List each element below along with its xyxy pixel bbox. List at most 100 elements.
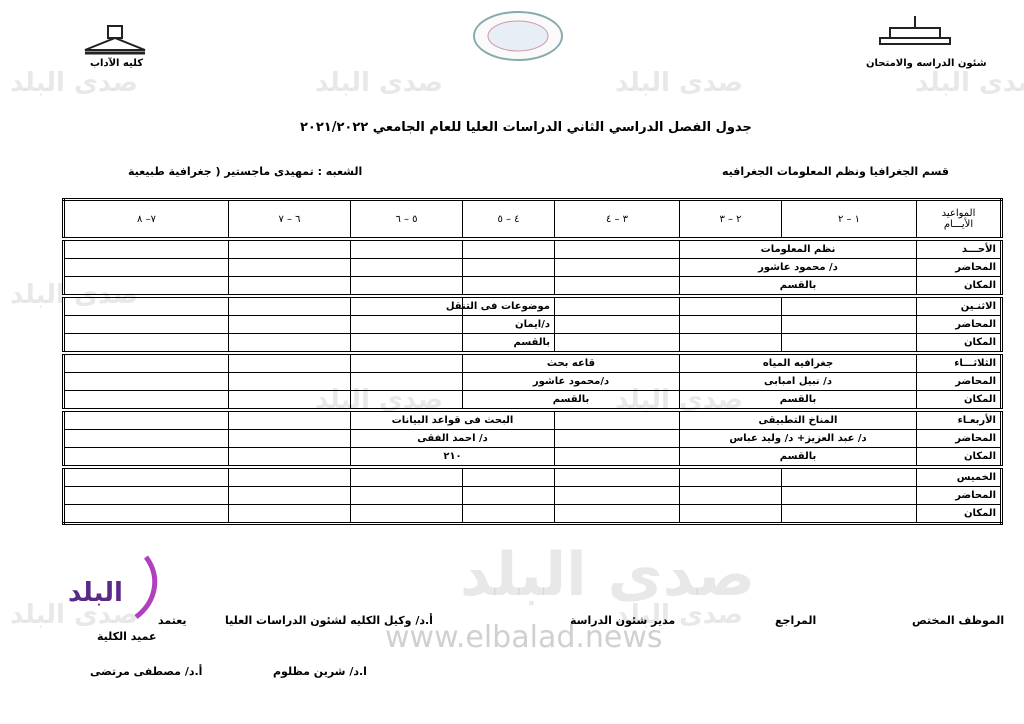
empty-cell	[781, 504, 917, 524]
row-label: المحاضر	[916, 429, 1002, 448]
day-row: المكان بالقسم	[63, 276, 1002, 297]
schedule-cell: المناخ التطبيقى	[679, 409, 917, 430]
empty-cell	[63, 447, 229, 468]
empty-cell	[554, 238, 680, 259]
empty-cell	[350, 372, 463, 391]
faculty-logo	[84, 25, 146, 55]
day-row: الثلاثـــاء جغرافيه المياه قاعه بحث	[63, 352, 1002, 373]
signature-title: الموظف المختص	[912, 614, 1005, 627]
day-row: المكان بالقسم ٢١٠	[63, 447, 1002, 468]
empty-cell	[63, 295, 229, 316]
faculty-name: كليه الآداب	[90, 58, 144, 69]
signature-title: أ.د/ وكيل الكليه لشئون الدراسات العليا	[225, 614, 433, 627]
empty-cell	[63, 238, 229, 259]
column-header: ٥ – ٦	[350, 199, 463, 240]
schedule-cell: بالقسم	[679, 447, 917, 468]
watermark-url: www.elbalad.news	[385, 620, 663, 655]
schedule-cell: د/محمود عاشور	[462, 372, 680, 391]
empty-cell	[679, 315, 782, 334]
corner-cell: المواعيد الأيـــام	[916, 199, 1002, 240]
signature-name: ا.د/ شرين مظلوم	[273, 665, 367, 678]
department: قسم الجغرافيا ونظم المعلومات الجغرافيه	[721, 165, 949, 178]
day-row: المحاضر د/ نبيل امبابى د/محمود عاشور	[63, 372, 1002, 391]
empty-cell	[350, 390, 463, 411]
row-label: المكان	[916, 390, 1002, 411]
empty-cell	[679, 295, 782, 316]
empty-cell	[679, 466, 782, 487]
empty-cell	[228, 409, 351, 430]
empty-cell	[781, 466, 917, 487]
schedule-cell: د/ايمان	[462, 315, 555, 334]
empty-cell	[350, 504, 463, 524]
schedule-cell: بالقسم	[679, 390, 917, 411]
empty-cell	[462, 504, 555, 524]
day-block: الخميس المحاضر المكان	[63, 466, 1002, 524]
empty-cell	[462, 486, 555, 505]
empty-cell	[63, 466, 229, 487]
empty-cell	[350, 352, 463, 373]
row-label: الاثنـين	[916, 295, 1002, 316]
schedule-cell: البحث فى قواعد البيانات	[350, 409, 555, 430]
empty-cell	[63, 276, 229, 297]
row-label: المحاضر	[916, 372, 1002, 391]
schedule-cell: د/ محمود عاشور	[679, 258, 917, 277]
schedule-cell: بالقسم	[462, 390, 680, 411]
day-row: المحاضر د/ محمود عاشور	[63, 258, 1002, 277]
day-row: الأحـــد نظم المعلومات	[63, 238, 1002, 259]
empty-cell	[679, 486, 782, 505]
day-block: الثلاثـــاء جغرافيه المياه قاعه بحث المحاضر…	[63, 352, 1002, 411]
day-row: الأربعـاء المناخ التطبيقى البحث فى قواعد ا…	[63, 409, 1002, 430]
column-header: ٢ – ٣	[679, 199, 782, 240]
empty-cell	[554, 409, 680, 430]
empty-cell	[554, 333, 680, 354]
empty-cell	[554, 504, 680, 524]
row-label: المكان	[916, 276, 1002, 297]
day-block: الاثنـين موضوعات فى التنقل المحاضر د/ايمان ا…	[63, 295, 1002, 354]
empty-cell	[63, 409, 229, 430]
empty-cell	[228, 276, 351, 297]
schedule-cell: بالقسم	[679, 276, 917, 297]
empty-cell	[554, 447, 680, 468]
day-row: المكان بالقسم بالقسم	[63, 390, 1002, 411]
column-header: ٣ – ٤	[554, 199, 680, 240]
row-label: الثلاثـــاء	[916, 352, 1002, 373]
empty-cell	[554, 258, 680, 277]
row-label: المحاضر	[916, 486, 1002, 505]
watermark: صدى البلد	[315, 68, 443, 98]
title: جدول الفصل الدراسي الثاني الدراسات العلي…	[300, 120, 752, 135]
empty-cell	[228, 315, 351, 334]
empty-cell	[781, 333, 917, 354]
empty-cell	[63, 372, 229, 391]
schedule-cell: موضوعات فى التنقل	[446, 295, 555, 316]
schedule-cell: د/ احمد الفقى	[350, 429, 555, 448]
watermark-large: صدى البلد	[460, 540, 756, 610]
day-row: المكان بالقسم	[63, 333, 1002, 354]
empty-cell	[228, 295, 351, 316]
empty-cell	[228, 238, 351, 259]
row-label: المحاضر	[916, 315, 1002, 334]
column-header: ٤ – ٥	[462, 199, 555, 240]
empty-cell	[554, 466, 680, 487]
empty-cell	[63, 486, 229, 505]
schedule-cell: بالقسم	[462, 333, 555, 354]
empty-cell	[63, 504, 229, 524]
day-row: المحاضر د/ عبد العزيز+ د/ وليد عباس د/ احم…	[63, 429, 1002, 448]
row-label: المكان	[916, 333, 1002, 354]
empty-cell	[462, 258, 555, 277]
signature-title: المراجع	[775, 614, 817, 627]
schedule-cell: قاعه بحث	[462, 352, 680, 373]
empty-cell	[63, 429, 229, 448]
signature-name: أ.د/ مصطفى مرتضى	[90, 665, 203, 678]
empty-cell	[679, 333, 782, 354]
column-header: ١ – ٢	[781, 199, 917, 240]
watermark: صدى البلد	[615, 600, 743, 630]
empty-cell	[350, 486, 463, 505]
schedule-cell: د/ نبيل امبابى	[679, 372, 917, 391]
empty-cell	[63, 258, 229, 277]
empty-cell	[63, 390, 229, 411]
empty-cell	[228, 390, 351, 411]
empty-cell	[554, 295, 680, 316]
division: الشعبه : تمهيدى ماجستير ( جغرافية طبيعية	[128, 165, 363, 178]
signature-title: مدير شئون الدراسة	[570, 614, 676, 627]
